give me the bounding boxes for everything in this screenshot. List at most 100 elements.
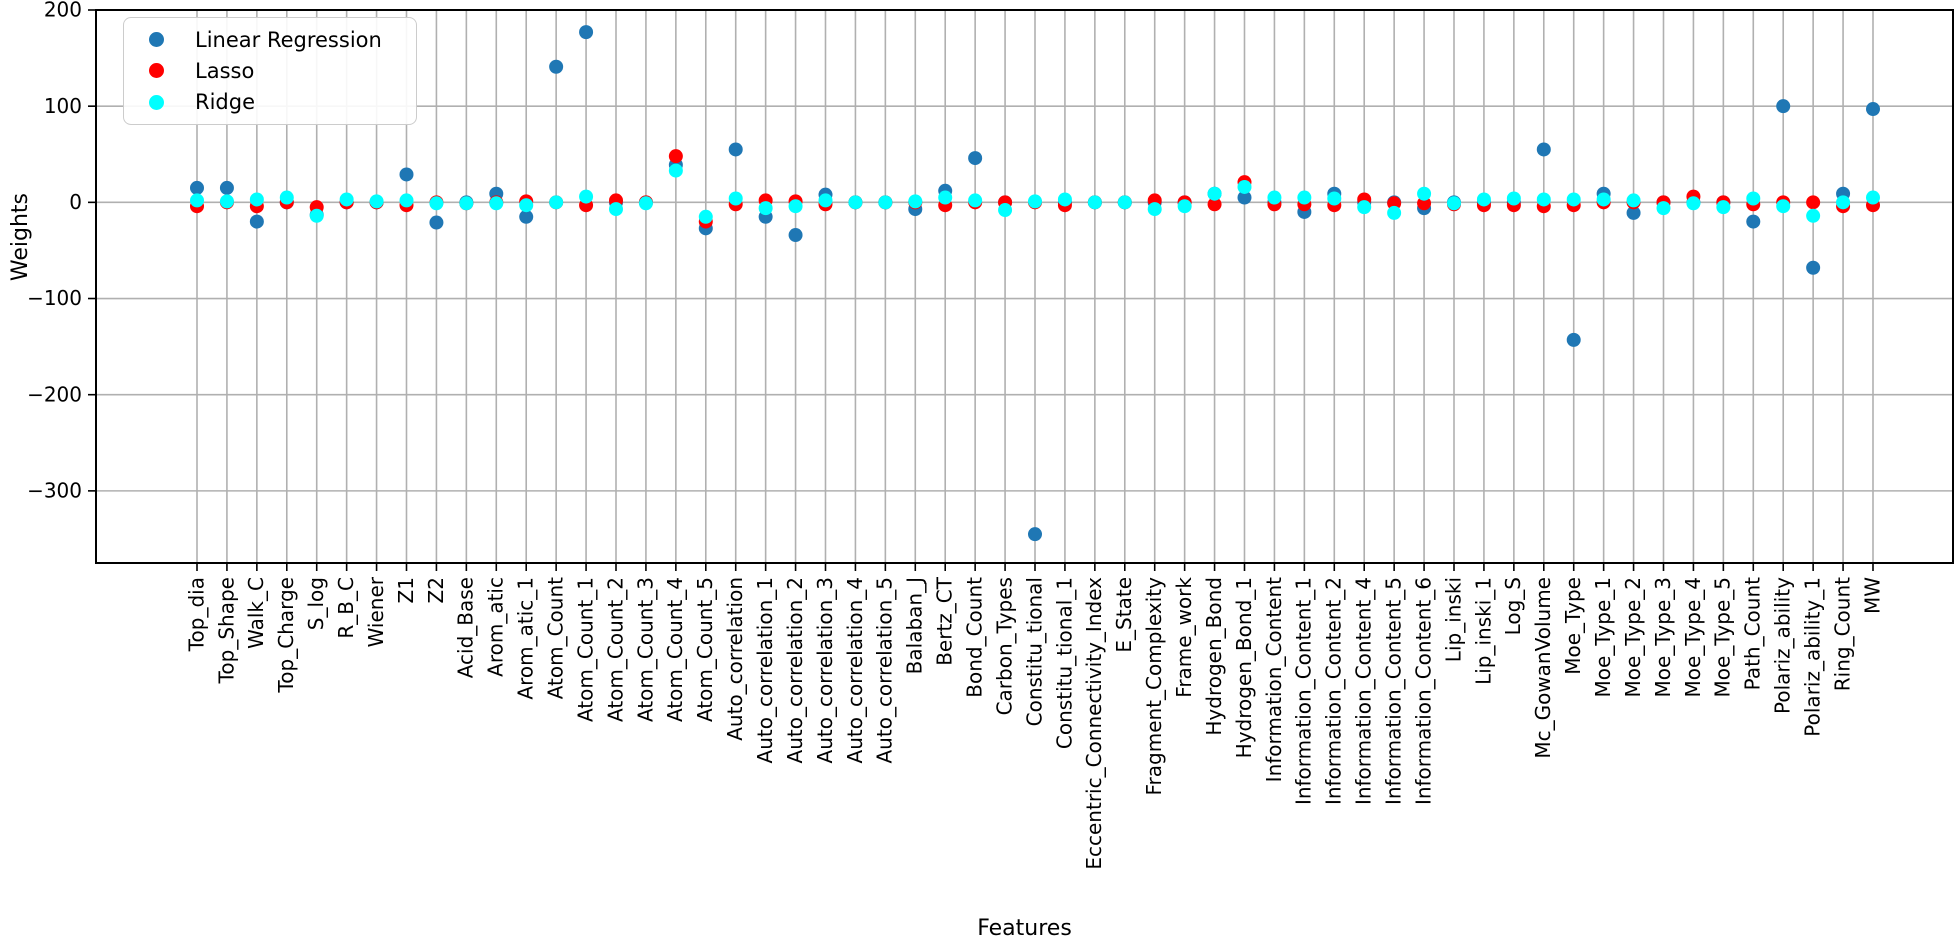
- x-tick-label: R_B_C: [334, 577, 358, 639]
- x-tick-label: Bertz_CT: [933, 576, 957, 666]
- x-tick-label: Polariz_ability_1: [1801, 577, 1825, 737]
- x-tick-label: E_State: [1112, 577, 1136, 653]
- data-point-ridge: [1057, 192, 1072, 207]
- data-point-linear-regression: [1536, 142, 1551, 157]
- data-point-ridge: [938, 190, 953, 205]
- data-point-linear-regression: [1806, 260, 1821, 275]
- x-tick-label: Auto_correlation: [723, 577, 747, 741]
- data-point-lasso: [1806, 195, 1821, 210]
- data-point-ridge: [369, 194, 384, 209]
- x-tick-label: Moe_Type: [1561, 577, 1585, 675]
- x-tick-label: Atom_Count_4: [663, 577, 687, 722]
- x-tick-label: Atom_Count: [544, 577, 568, 699]
- x-tick-label: Arom_atic_1: [514, 577, 538, 700]
- data-point-ridge: [728, 191, 743, 206]
- x-tick-label: Fragment_Complexity: [1142, 577, 1166, 796]
- x-tick-label: Auto_correlation_3: [813, 577, 837, 763]
- x-tick-label: Acid_Base: [454, 577, 478, 678]
- legend-marker-ridge-icon: [149, 94, 164, 110]
- data-point-linear-regression: [190, 180, 204, 195]
- data-point-ridge: [1566, 192, 1581, 207]
- data-point-ridge: [1327, 191, 1342, 206]
- data-point-ridge: [279, 190, 294, 205]
- legend-item-ridge: Ridge: [124, 87, 416, 117]
- data-point-ridge: [698, 209, 713, 224]
- data-point-ridge: [1417, 186, 1432, 201]
- x-tick-label: Moe_Type_5: [1711, 577, 1735, 697]
- data-point-ridge: [1626, 193, 1641, 208]
- data-point-ridge: [1028, 194, 1042, 209]
- legend-marker-lasso-icon: [149, 63, 164, 79]
- data-point-linear-regression: [1626, 205, 1641, 220]
- data-point-ridge: [190, 193, 204, 208]
- data-point-linear-regression: [788, 228, 803, 243]
- x-tick-label: Lip_inski_1: [1471, 577, 1495, 685]
- data-point-ridge: [878, 195, 893, 210]
- legend-item-linear-regression: Linear Regression: [124, 25, 416, 55]
- x-tick-label: Information_Content_5: [1382, 577, 1406, 805]
- data-point-ridge: [489, 196, 504, 211]
- data-point-linear-regression: [1866, 102, 1880, 117]
- x-tick-label: Atom_Count_2: [603, 577, 627, 722]
- data-point-linear-regression: [399, 167, 414, 182]
- data-point-ridge: [1267, 190, 1282, 205]
- data-point-ridge: [399, 193, 414, 208]
- x-tick-label: Information_Content: [1262, 577, 1286, 782]
- x-tick-label: Atom_Count_3: [633, 577, 657, 722]
- y-tick-label: −200: [27, 382, 82, 406]
- x-tick-label: Moe_Type_1: [1591, 577, 1615, 697]
- data-point-ridge: [249, 192, 264, 207]
- legend-marker-linear-regression-icon: [149, 32, 164, 48]
- x-tick-label: Arom_atic: [484, 577, 508, 677]
- data-point-ridge: [1716, 200, 1731, 215]
- data-point-ridge: [219, 194, 234, 209]
- x-tick-label: Walk_C: [244, 577, 268, 649]
- data-point-linear-regression: [1566, 332, 1581, 347]
- x-tick-label: Information_Content_4: [1352, 577, 1376, 805]
- y-tick-label: −300: [27, 478, 82, 502]
- data-point-lasso: [1387, 196, 1402, 211]
- data-point-linear-regression: [1237, 190, 1252, 205]
- data-point-linear-regression: [1776, 99, 1791, 114]
- x-tick-label: Auto_correlation_2: [783, 577, 807, 763]
- y-tick-label: −100: [27, 286, 82, 310]
- data-point-linear-regression: [219, 180, 234, 195]
- data-point-lasso: [668, 149, 683, 164]
- legend: Linear Regression Lasso Ridge: [123, 17, 417, 125]
- data-point-ridge: [638, 196, 653, 211]
- data-point-linear-regression: [1028, 527, 1042, 542]
- data-point-ridge: [908, 194, 923, 209]
- data-point-ridge: [1656, 201, 1671, 216]
- x-tick-label: S_log: [304, 577, 328, 630]
- x-tick-label: Polariz_ability: [1771, 577, 1795, 714]
- data-point-ridge: [1237, 179, 1252, 194]
- data-point-linear-regression: [728, 142, 743, 157]
- y-axis-title: Weights: [8, 193, 33, 282]
- data-point-ridge: [998, 203, 1013, 218]
- data-point-lasso: [1207, 197, 1222, 212]
- y-tick-label: 100: [44, 94, 82, 118]
- data-point-linear-regression: [1746, 214, 1761, 229]
- data-point-linear-regression: [968, 151, 983, 166]
- data-point-ridge: [1686, 196, 1701, 211]
- x-tick-label: Wiener: [364, 576, 388, 647]
- data-point-ridge: [818, 193, 833, 208]
- data-point-ridge: [1297, 190, 1312, 205]
- data-point-linear-regression: [549, 59, 564, 74]
- data-point-ridge: [968, 193, 983, 208]
- data-point-ridge: [1357, 200, 1372, 215]
- data-point-ridge: [1476, 192, 1491, 207]
- data-point-ridge: [609, 202, 623, 217]
- legend-label-ridge: Ridge: [195, 90, 256, 115]
- plot-border: [95, 9, 1954, 564]
- data-point-ridge: [1776, 199, 1791, 214]
- x-tick-label: Ring_Count: [1830, 577, 1854, 691]
- data-point-ridge: [1746, 191, 1761, 206]
- x-tick-label: Auto_correlation_4: [843, 577, 867, 763]
- x-tick-label: Carbon_Types: [992, 577, 1016, 715]
- data-point-ridge: [1177, 199, 1192, 214]
- data-point-ridge: [848, 195, 863, 210]
- x-tick-label: Auto_correlation_1: [753, 577, 777, 763]
- data-point-ridge: [1506, 191, 1521, 206]
